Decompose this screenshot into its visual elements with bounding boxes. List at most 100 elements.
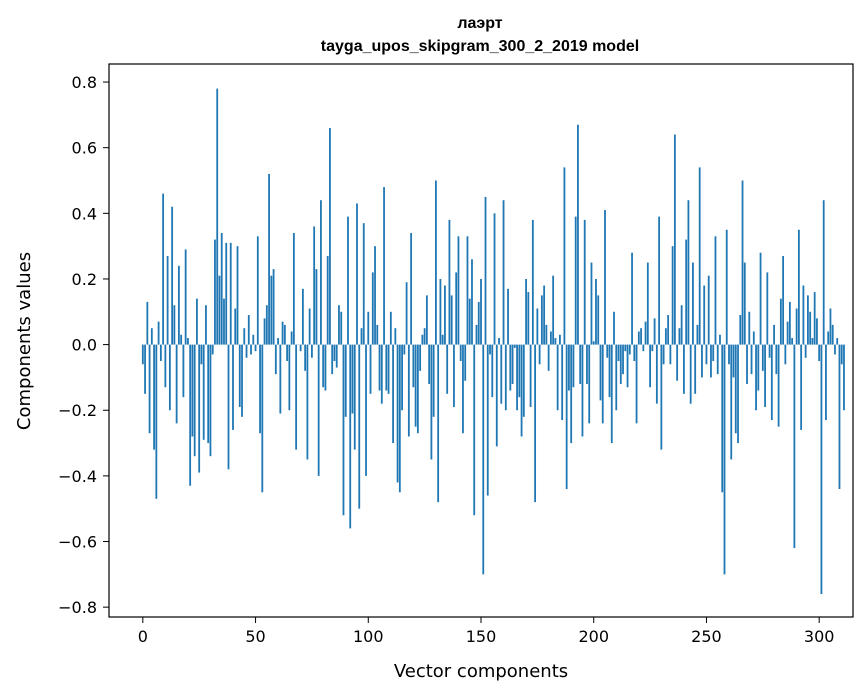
bar-component-153 bbox=[486, 344, 489, 496]
bar-component-172 bbox=[529, 344, 532, 407]
y-axis-ticks: −0.8 −0.6 −0.4 −0.2 0.0 0.2 0.4 0.6 0.8 bbox=[58, 73, 109, 617]
bar-component-256 bbox=[719, 334, 721, 345]
bar-component-151 bbox=[482, 344, 485, 575]
bar-component-293 bbox=[802, 285, 805, 345]
bar-component-114 bbox=[398, 344, 401, 493]
bar-component-85 bbox=[333, 344, 336, 362]
bar-component-295 bbox=[807, 295, 809, 345]
bar-component-43 bbox=[238, 344, 241, 407]
chart-subtitle: tayga_upos_skipgram_300_2_2019 model bbox=[321, 38, 639, 55]
bar-component-103 bbox=[374, 246, 376, 345]
bar-component-14 bbox=[173, 305, 176, 345]
bar-component-227 bbox=[653, 318, 656, 345]
bar-component-81 bbox=[324, 344, 327, 391]
bar-component-120 bbox=[412, 344, 415, 388]
bar-component-261 bbox=[730, 344, 733, 460]
chart-title: лаэрт bbox=[457, 15, 502, 32]
bar-component-9 bbox=[162, 193, 165, 345]
bar-component-112 bbox=[394, 328, 397, 345]
bar-component-181 bbox=[549, 331, 552, 345]
bar-component-214 bbox=[624, 344, 627, 352]
bar-component-229 bbox=[658, 216, 661, 345]
bar-component-106 bbox=[380, 344, 383, 404]
bar-component-34 bbox=[218, 275, 221, 345]
bar-component-132 bbox=[439, 278, 442, 345]
bar-component-137 bbox=[450, 295, 453, 345]
bar-component-267 bbox=[743, 262, 746, 345]
bar-component-86 bbox=[335, 344, 338, 368]
bar-component-134 bbox=[444, 285, 446, 345]
bar-component-192 bbox=[574, 216, 577, 345]
bar-component-10 bbox=[164, 344, 167, 388]
bar-component-281 bbox=[775, 344, 778, 375]
bar-component-55 bbox=[265, 305, 268, 345]
y-tick-label: −0.2 bbox=[58, 401, 97, 420]
bar-component-11 bbox=[166, 255, 169, 345]
bar-component-93 bbox=[351, 344, 354, 414]
y-tick-label: −0.6 bbox=[58, 533, 97, 552]
bar-component-262 bbox=[732, 344, 735, 378]
bar-component-113 bbox=[396, 344, 399, 483]
bar-component-183 bbox=[554, 338, 557, 345]
bar-component-6 bbox=[155, 344, 158, 499]
bar-component-71 bbox=[301, 288, 304, 345]
bar-component-111 bbox=[392, 344, 394, 444]
bar-component-185 bbox=[559, 334, 561, 345]
bar-component-237 bbox=[676, 344, 679, 381]
bar-component-121 bbox=[414, 344, 417, 427]
bar-component-4 bbox=[150, 328, 153, 345]
bar-component-37 bbox=[225, 242, 228, 345]
bar-component-127 bbox=[428, 344, 431, 384]
bar-component-240 bbox=[683, 344, 685, 394]
bar-component-27 bbox=[202, 344, 205, 440]
bar-component-95 bbox=[356, 203, 358, 345]
bar-component-44 bbox=[241, 344, 243, 417]
bar-component-191 bbox=[572, 344, 575, 388]
bar-component-303 bbox=[825, 344, 827, 421]
bar-component-248 bbox=[701, 344, 703, 378]
bar-component-310 bbox=[840, 344, 843, 365]
bar-component-40 bbox=[232, 344, 234, 430]
bar-component-98 bbox=[362, 223, 365, 345]
bar-component-64 bbox=[286, 344, 289, 362]
bar-component-305 bbox=[829, 308, 832, 345]
bar-component-99 bbox=[365, 344, 367, 476]
bar-component-285 bbox=[784, 344, 787, 365]
bar-component-2 bbox=[146, 301, 149, 345]
bar-component-197 bbox=[586, 344, 588, 384]
x-tick-label: 100 bbox=[353, 627, 384, 646]
bar-component-60 bbox=[277, 338, 279, 345]
bar-component-257 bbox=[721, 344, 724, 493]
bar-component-152 bbox=[484, 196, 487, 345]
bar-component-108 bbox=[385, 344, 388, 391]
bar-component-135 bbox=[446, 344, 449, 394]
bar-component-289 bbox=[793, 344, 796, 549]
bar-component-225 bbox=[649, 344, 651, 388]
x-tick-label: 200 bbox=[578, 627, 609, 646]
bar-component-178 bbox=[543, 285, 546, 345]
bar-component-90 bbox=[344, 344, 347, 417]
bar-component-136 bbox=[448, 219, 451, 345]
bar-component-32 bbox=[214, 239, 216, 345]
bar-component-186 bbox=[561, 344, 564, 421]
bar-component-144 bbox=[466, 236, 469, 345]
bar-component-299 bbox=[816, 318, 818, 345]
bar-component-8 bbox=[159, 344, 162, 362]
bar-component-182 bbox=[552, 275, 555, 345]
bar-component-300 bbox=[818, 344, 821, 362]
x-axis-ticks: 0 50 100 150 200 250 300 bbox=[138, 617, 834, 646]
bar-component-107 bbox=[383, 187, 385, 345]
bar-component-147 bbox=[473, 344, 476, 516]
bar-component-115 bbox=[401, 344, 403, 411]
bar-component-117 bbox=[405, 282, 408, 345]
bar-component-62 bbox=[281, 321, 284, 345]
bar-component-255 bbox=[716, 344, 719, 375]
bar-component-211 bbox=[617, 344, 620, 362]
bar-component-70 bbox=[299, 344, 302, 352]
bar-component-252 bbox=[710, 344, 712, 378]
bar-component-307 bbox=[834, 344, 836, 355]
bar-component-233 bbox=[667, 315, 670, 345]
bar-component-238 bbox=[678, 328, 681, 345]
bar-component-63 bbox=[283, 324, 286, 345]
